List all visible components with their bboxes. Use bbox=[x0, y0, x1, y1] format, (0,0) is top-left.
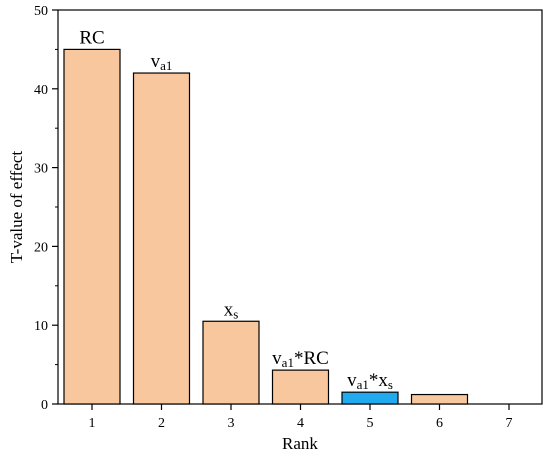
bar-label: va1 bbox=[151, 51, 173, 73]
x-tick-label: 3 bbox=[228, 416, 235, 431]
bar-label: xs bbox=[224, 299, 239, 321]
x-tick-label: 4 bbox=[297, 416, 304, 431]
bar-label: va1*RC bbox=[272, 348, 329, 370]
bar-label: RC bbox=[79, 27, 104, 48]
plot-frame bbox=[57, 9, 543, 405]
bar bbox=[410, 393, 469, 405]
y-axis: 0 10 20 30 40 50 bbox=[34, 4, 58, 413]
y-tick-label: 40 bbox=[34, 83, 48, 98]
x-tick-label: 5 bbox=[367, 416, 374, 431]
y-tick-label: 30 bbox=[34, 162, 48, 177]
y-axis-title: T-value of effect bbox=[7, 151, 26, 264]
bar-label: va1*xs bbox=[347, 370, 393, 392]
x-tick-label: 2 bbox=[158, 416, 165, 431]
bar bbox=[63, 48, 121, 405]
y-tick-label: 10 bbox=[34, 319, 48, 334]
y-tick-label: 20 bbox=[34, 240, 48, 255]
x-tick-label: 6 bbox=[436, 416, 443, 431]
bar bbox=[271, 369, 330, 405]
y-tick-label: 50 bbox=[34, 4, 48, 19]
y-tick-label: 0 bbox=[41, 398, 48, 413]
x-axis-title: Rank bbox=[282, 434, 318, 453]
bar-labels: RC va1 xs va1*RC va1*xs bbox=[79, 27, 393, 392]
bar bbox=[341, 391, 399, 405]
bar bbox=[202, 320, 260, 405]
x-tick-label: 1 bbox=[89, 416, 96, 431]
bar bbox=[132, 72, 191, 405]
x-axis: 1 2 3 4 5 6 7 bbox=[89, 404, 513, 431]
bars bbox=[63, 48, 469, 405]
x-tick-label: 7 bbox=[506, 416, 513, 431]
